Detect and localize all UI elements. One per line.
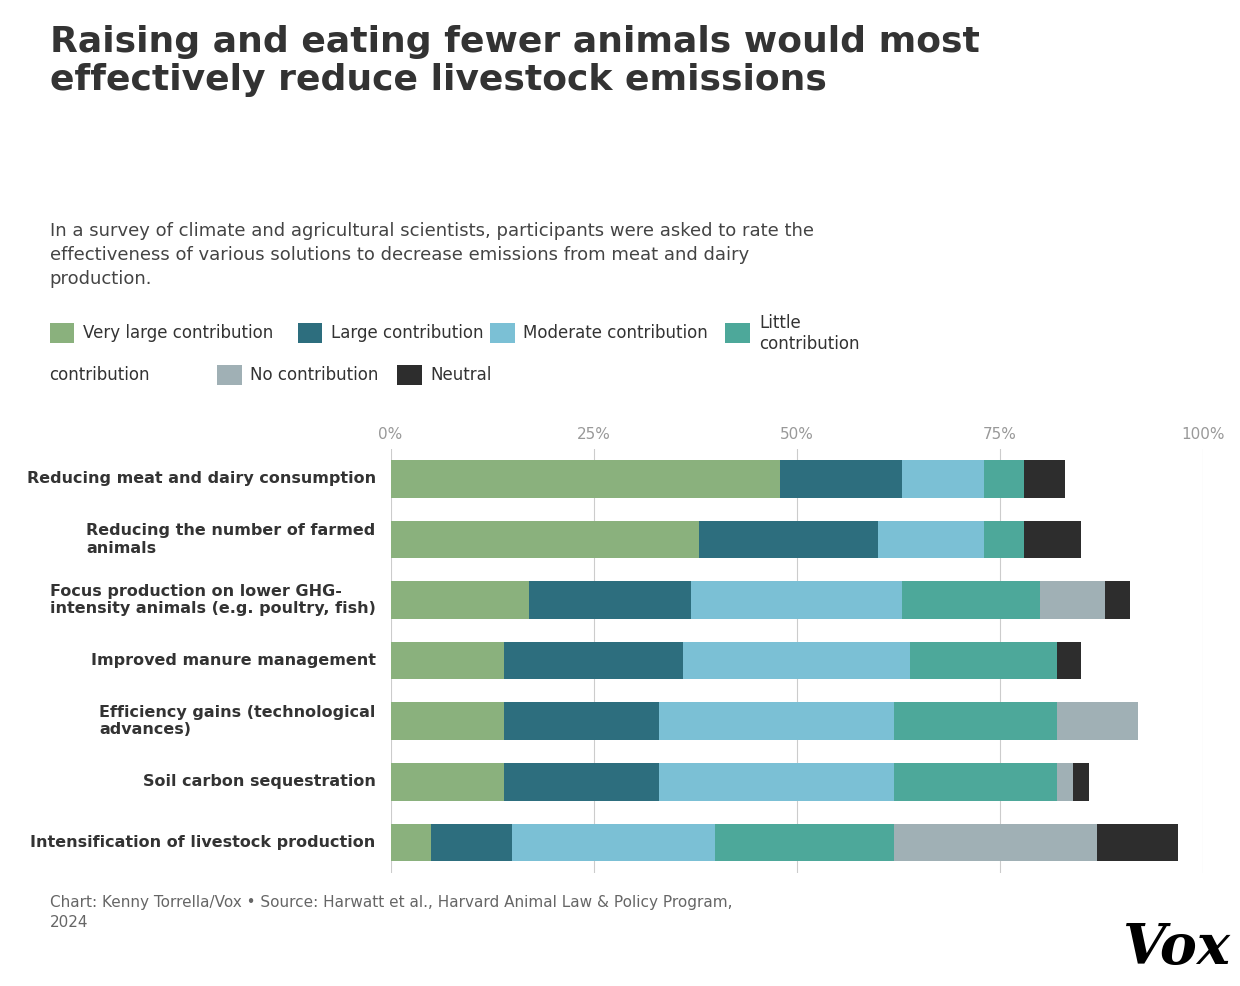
Bar xyxy=(903,582,1040,619)
Bar xyxy=(683,642,910,679)
Bar xyxy=(1024,521,1081,558)
Bar xyxy=(1056,642,1081,679)
Bar xyxy=(512,823,715,861)
Text: Soil carbon sequestration: Soil carbon sequestration xyxy=(143,774,376,789)
Bar xyxy=(878,521,983,558)
Bar xyxy=(432,823,512,861)
Text: In a survey of climate and agricultural scientists, participants were asked to r: In a survey of climate and agricultural … xyxy=(50,222,813,289)
Bar xyxy=(658,763,894,801)
Text: Efficiency gains (technological
advances): Efficiency gains (technological advances… xyxy=(99,705,376,738)
Text: Intensification of livestock production: Intensification of livestock production xyxy=(31,835,376,850)
Bar xyxy=(894,823,1097,861)
Bar xyxy=(505,642,683,679)
Bar xyxy=(983,460,1024,498)
Bar xyxy=(894,702,1056,740)
Bar xyxy=(391,460,780,498)
Bar xyxy=(528,582,691,619)
Bar xyxy=(1024,460,1065,498)
Bar xyxy=(715,823,894,861)
Bar xyxy=(699,521,878,558)
Text: Improved manure management: Improved manure management xyxy=(91,653,376,669)
Bar xyxy=(391,582,528,619)
Bar xyxy=(691,582,903,619)
Bar xyxy=(505,702,658,740)
Text: Very large contribution: Very large contribution xyxy=(83,324,273,342)
Text: Chart: Kenny Torrella/Vox • Source: Harwatt et al., Harvard Animal Law & Policy : Chart: Kenny Torrella/Vox • Source: Harw… xyxy=(50,895,732,930)
Text: Reducing the number of farmed
animals: Reducing the number of farmed animals xyxy=(87,524,376,556)
Bar xyxy=(1056,702,1138,740)
Bar xyxy=(391,763,505,801)
Bar xyxy=(1097,823,1178,861)
Bar xyxy=(391,702,505,740)
Text: Raising and eating fewer animals would most
effectively reduce livestock emissio: Raising and eating fewer animals would m… xyxy=(50,25,980,97)
Bar xyxy=(1105,582,1130,619)
Bar xyxy=(894,763,1056,801)
Bar xyxy=(1040,582,1105,619)
Text: No contribution: No contribution xyxy=(250,366,379,384)
Text: Reducing meat and dairy consumption: Reducing meat and dairy consumption xyxy=(26,471,376,486)
Bar xyxy=(1073,763,1089,801)
Bar xyxy=(1056,763,1073,801)
Bar xyxy=(780,460,903,498)
Text: Neutral: Neutral xyxy=(430,366,491,384)
Text: Moderate contribution: Moderate contribution xyxy=(523,324,708,342)
Text: contribution: contribution xyxy=(50,366,150,384)
Text: Focus production on lower GHG-
intensity animals (e.g. poultry, fish): Focus production on lower GHG- intensity… xyxy=(50,584,376,616)
Bar xyxy=(505,763,658,801)
Text: Little
contribution: Little contribution xyxy=(759,314,859,353)
Bar xyxy=(391,521,699,558)
Bar xyxy=(658,702,894,740)
Bar xyxy=(983,521,1024,558)
Text: Large contribution: Large contribution xyxy=(331,324,484,342)
Bar xyxy=(391,642,505,679)
Bar xyxy=(903,460,983,498)
Bar xyxy=(910,642,1056,679)
Text: Vox: Vox xyxy=(1122,921,1230,976)
Bar xyxy=(391,823,432,861)
